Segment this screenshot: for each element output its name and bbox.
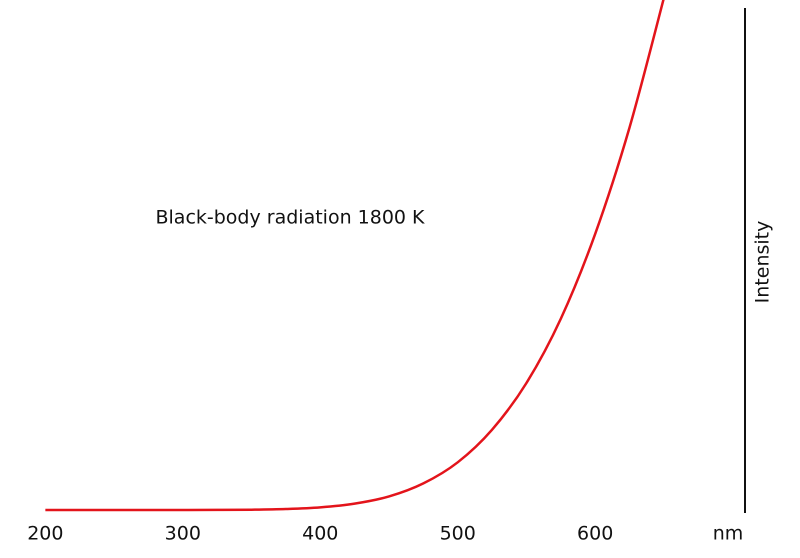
curve: [45, 0, 665, 512]
chart-title: Black-body radiation 1800 K: [155, 207, 425, 229]
plot-area: [45, 0, 665, 512]
x-tick-label: 500: [440, 523, 476, 545]
x-tick-label: 300: [165, 523, 201, 545]
x-tick-label: 200: [27, 523, 63, 545]
x-axis-label: nm: [713, 523, 744, 545]
x-tick-label: 600: [577, 523, 613, 545]
x-tick-label: 400: [302, 523, 338, 545]
y-axis-label: Intensity: [752, 221, 774, 304]
